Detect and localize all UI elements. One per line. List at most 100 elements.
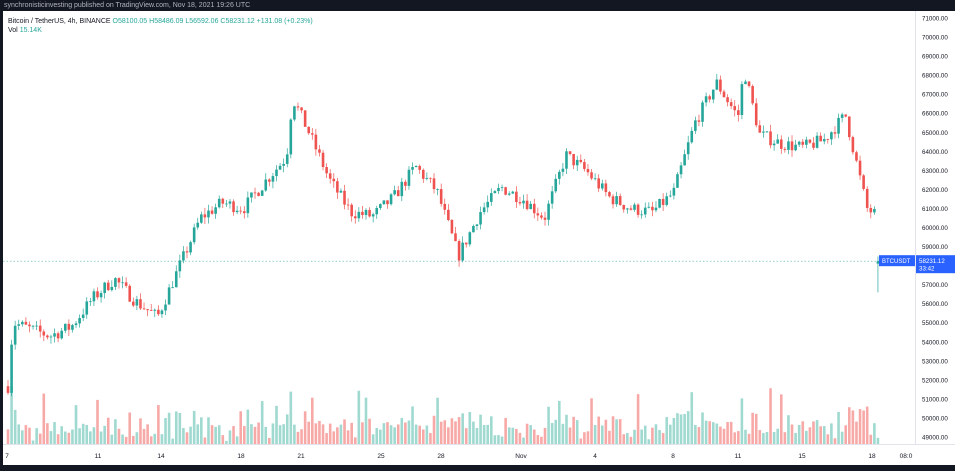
volume-bar bbox=[17, 424, 21, 452]
candle-body bbox=[500, 187, 504, 188]
candle-body bbox=[797, 141, 801, 145]
legend-symbol[interactable]: Bitcoin / TetherUS, 4h, BINANCE bbox=[8, 18, 111, 25]
volume-bar bbox=[336, 427, 339, 452]
volume-bar bbox=[554, 419, 558, 452]
volume-bar bbox=[411, 406, 414, 452]
volume-bar bbox=[604, 419, 608, 452]
volume-bar bbox=[507, 427, 511, 452]
candle-body bbox=[532, 203, 536, 214]
legend-vol-label[interactable]: Vol bbox=[8, 27, 18, 34]
candle-body bbox=[42, 331, 46, 336]
volume-bar bbox=[132, 435, 135, 452]
candle-body bbox=[296, 106, 300, 108]
candle-body bbox=[192, 227, 196, 243]
legend-ohlc: Bitcoin / TetherUS, 4h, BINANCE O58100.0… bbox=[8, 18, 313, 25]
volume-bar bbox=[278, 425, 282, 452]
legend-close: C58231.12 bbox=[220, 18, 255, 25]
symbol-tag: BTCUSDT bbox=[882, 259, 911, 265]
candle-body bbox=[85, 301, 89, 315]
candle-body bbox=[343, 190, 346, 205]
price-tick-label: 65000.00 bbox=[922, 130, 948, 137]
candle-body bbox=[160, 310, 164, 315]
candle-body bbox=[561, 168, 565, 172]
candlestick-chart[interactable]: BTCUSDT bbox=[3, 11, 915, 452]
plot-area[interactable]: BTCUSDT bbox=[3, 11, 915, 452]
candle-body bbox=[361, 211, 364, 216]
candle-body bbox=[389, 194, 393, 205]
candle-body bbox=[876, 261, 880, 264]
candle-body bbox=[128, 285, 132, 302]
volume-bar bbox=[737, 431, 740, 452]
candle-body bbox=[185, 251, 189, 253]
price-tick-label: 61000.00 bbox=[922, 206, 948, 213]
volume-bar bbox=[10, 386, 13, 452]
time-tick-label: 4 bbox=[593, 453, 597, 460]
candle-body bbox=[364, 209, 368, 216]
candle-body bbox=[765, 131, 769, 133]
candle-body bbox=[694, 120, 697, 131]
volume-bar bbox=[114, 419, 117, 452]
candle-body bbox=[629, 208, 633, 210]
time-tick-label: 21 bbox=[297, 453, 305, 460]
volume-bar bbox=[643, 425, 647, 452]
price-tick-label: 63000.00 bbox=[922, 168, 948, 175]
candle-body bbox=[837, 117, 840, 134]
candle-body bbox=[246, 197, 250, 214]
candle-body bbox=[53, 333, 56, 337]
candle-body bbox=[10, 344, 13, 393]
volume-bar bbox=[575, 420, 579, 452]
candle-body bbox=[783, 148, 787, 150]
candle-body bbox=[583, 162, 586, 169]
volume-bar bbox=[694, 424, 697, 452]
volume-bar bbox=[779, 394, 783, 452]
candle-body bbox=[232, 201, 235, 213]
candle-body bbox=[103, 282, 106, 294]
candle-body bbox=[464, 242, 468, 245]
volume-bar bbox=[636, 394, 640, 452]
volume-bar bbox=[772, 431, 776, 452]
volume-bar bbox=[350, 422, 353, 452]
candle-body bbox=[260, 190, 264, 196]
candle-body bbox=[429, 177, 432, 179]
volume-bar bbox=[328, 423, 332, 452]
volume-bar bbox=[414, 424, 418, 452]
candle-body bbox=[529, 203, 532, 210]
volume-bar bbox=[819, 426, 822, 452]
candle-body bbox=[572, 153, 575, 166]
candle-body bbox=[507, 193, 511, 195]
candle-body bbox=[336, 181, 339, 193]
candle-body bbox=[264, 179, 268, 191]
candle-body bbox=[550, 191, 554, 204]
volume-bar bbox=[110, 434, 114, 452]
candle-body bbox=[393, 190, 396, 195]
volume-bar bbox=[479, 414, 482, 452]
volume-bar bbox=[504, 417, 507, 452]
candle-body bbox=[851, 137, 855, 153]
price-axis[interactable]: 71000.00 70000.00 69000.00 68000.00 67000.00… bbox=[915, 11, 955, 452]
volume-bar bbox=[296, 431, 300, 452]
time-axis[interactable]: 7 11 14 18 21 25 28 Nov 4 8 11 15 18 08:0 bbox=[3, 444, 955, 465]
legend-low: L56592.06 bbox=[185, 18, 219, 25]
volume-bar bbox=[379, 429, 382, 452]
volume-bar bbox=[142, 428, 146, 452]
candle-body bbox=[722, 91, 726, 98]
volume-bar bbox=[443, 420, 447, 452]
candle-body bbox=[203, 214, 207, 218]
volume-bar bbox=[121, 434, 124, 452]
volume-bar bbox=[550, 422, 554, 452]
volume-bar bbox=[300, 429, 303, 452]
candle-body bbox=[658, 198, 661, 208]
volume-bar bbox=[611, 416, 615, 452]
time-tick-label: 15 bbox=[798, 453, 806, 460]
candle-body bbox=[482, 207, 486, 213]
candle-body bbox=[386, 200, 389, 205]
volume-bar bbox=[60, 426, 63, 452]
candle-body bbox=[475, 224, 479, 226]
candle-body bbox=[153, 309, 157, 311]
volume-bar bbox=[35, 428, 38, 452]
volume-bar bbox=[425, 425, 429, 452]
volume-bar bbox=[618, 419, 622, 452]
volume-bar bbox=[46, 423, 49, 452]
volume-bar bbox=[515, 428, 518, 452]
volume-bar bbox=[67, 432, 71, 452]
